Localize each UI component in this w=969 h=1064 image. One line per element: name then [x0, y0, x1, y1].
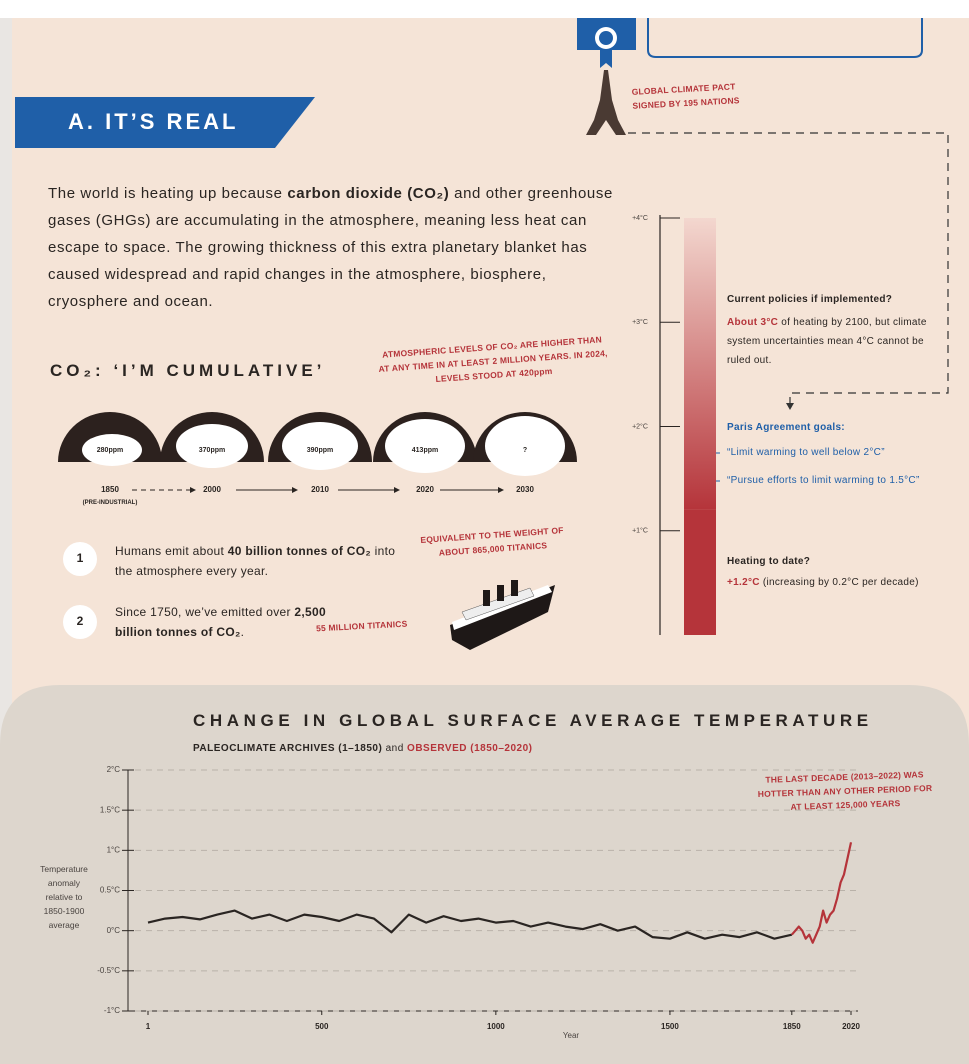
y-tick-label: 0.5°C	[100, 886, 120, 895]
dome-level: 280ppm	[80, 447, 140, 454]
series-line	[148, 911, 792, 939]
paris-goal: “Limit warming to well below 2°C”	[727, 443, 885, 462]
x-tick-label: 1000	[487, 1022, 505, 1031]
x-tick-label: 2020	[842, 1022, 860, 1031]
current-text: About 3°C of heating by 2100, but climat…	[727, 313, 932, 370]
x-tick-label: 500	[315, 1022, 329, 1031]
to-date-emphasis: +1.2°C	[727, 577, 760, 588]
to-date-heading: Heating to date?	[727, 552, 810, 571]
legend-entry: PALEOCLIMATE ARCHIVES (1–1850)	[193, 743, 382, 754]
chart-title: CHANGE IN GLOBAL SURFACE AVERAGE TEMPERA…	[193, 711, 873, 731]
co2-title: CO₂: ‘I’M CUMULATIVE’	[50, 361, 325, 381]
y-tick-label: 1°C	[107, 845, 121, 854]
to-date-run: (increasing by 0.2°C per decade)	[760, 577, 919, 588]
fact-number: 1	[70, 551, 90, 565]
timeline-year: 2000	[192, 485, 232, 494]
x-tick-label: 1500	[661, 1022, 679, 1031]
current-emphasis: About 3°C	[727, 317, 778, 328]
y-tick-label: -1°C	[104, 1006, 120, 1015]
dome-level: 413ppm	[395, 447, 455, 454]
badge-note: GLOBAL CLIMATE PACT SIGNED BY 195 NATION…	[631, 79, 740, 113]
intro-emphasis: carbon dioxide (CO₂)	[287, 185, 449, 202]
fact-run: .	[241, 625, 245, 639]
fact-run: Since 1750, we’ve emitted over	[115, 605, 294, 619]
series-line	[792, 842, 851, 942]
x-tick-label: 1	[146, 1022, 151, 1031]
fact-text: Humans emit about 40 billion tonnes of C…	[115, 541, 415, 581]
y-tick-label: 2°C	[107, 765, 121, 774]
pre-industrial: (PRE-INDUSTRIAL)	[80, 500, 140, 506]
y-tick-label: 0°C	[107, 926, 121, 935]
legend-joiner: and	[386, 743, 404, 754]
y-tick-label: -0.5°C	[97, 966, 120, 975]
legend-entry: OBSERVED (1850–2020)	[407, 743, 532, 754]
fact-emphasis: 40 billion tonnes of CO₂	[228, 544, 371, 558]
x-axis-label: Year	[556, 1031, 586, 1040]
chart-legend: PALEOCLIMATE ARCHIVES (1–1850) and OBSER…	[193, 743, 532, 754]
current-heading: Current policies if implemented?	[727, 290, 892, 309]
y-axis-label: Temperature anomaly relative to 1850-190…	[36, 862, 92, 932]
timeline-year: 1850	[90, 485, 130, 494]
to-date-text: +1.2°C (increasing by 0.2°C per decade)	[727, 573, 919, 592]
paris-goal: “Pursue efforts to limit warming to 1.5°…	[727, 471, 920, 490]
dome-level: 390ppm	[290, 447, 350, 454]
chart-annotation: THE LAST DECADE (2013–2022) WAS HOTTER T…	[751, 767, 938, 815]
intro-text: The world is heating up because	[48, 185, 287, 202]
timeline-year: 2020	[405, 485, 445, 494]
intro-text: and other greenhouse gases (GHGs) are ac…	[48, 185, 613, 310]
y-tick-label: 1.5°C	[100, 805, 120, 814]
timeline-year: 2010	[300, 485, 340, 494]
page: +4°C+3°C+2°C+1°C 2°C1.5°C1°C0.5°C0°C-0.5…	[0, 0, 969, 1064]
x-tick-label: 1850	[783, 1022, 801, 1031]
dome-level: ?	[495, 447, 555, 454]
fact-number: 2	[70, 614, 90, 628]
timeline-year: 2030	[505, 485, 545, 494]
paris-heading: Paris Agreement goals:	[727, 418, 845, 437]
fact-text: Since 1750, we’ve emitted over 2,500 bil…	[115, 602, 330, 642]
section-title: A. IT’S REAL	[68, 109, 238, 135]
dome-level: 370ppm	[182, 447, 242, 454]
fact-run: Humans emit about	[115, 544, 228, 558]
intro: The world is heating up because carbon d…	[48, 180, 628, 315]
